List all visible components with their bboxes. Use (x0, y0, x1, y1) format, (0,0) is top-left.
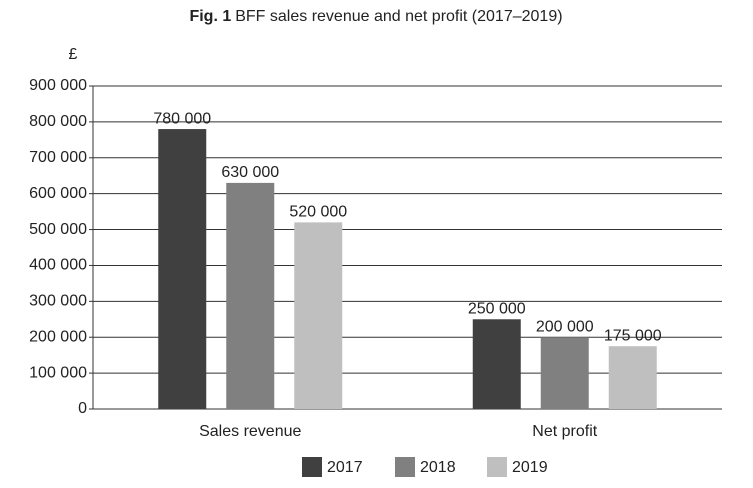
bar (540, 337, 589, 409)
x-tick-label: Sales revenue (199, 423, 301, 440)
legend-label: 2017 (327, 459, 363, 476)
bar (608, 346, 657, 409)
y-tick-label: 200 000 (29, 328, 87, 345)
y-tick-label: 800 000 (29, 113, 87, 130)
y-tick-label: 300 000 (29, 293, 87, 310)
bar (472, 319, 521, 409)
value-label: 175 000 (604, 327, 662, 344)
value-label: 520 000 (289, 204, 347, 221)
legend-swatch (395, 457, 415, 477)
chart-title: BFF sales revenue and net profit (2017–2… (235, 8, 562, 25)
chart-title-group: Fig. 1 BFF sales revenue and net profit (… (189, 8, 562, 25)
legend-label: 2019 (512, 459, 548, 476)
value-label: 780 000 (153, 110, 211, 127)
bar (294, 222, 343, 409)
x-tick-label: Net profit (532, 423, 597, 440)
chart-title-prefix: Fig. 1 (189, 8, 231, 25)
value-label: 630 000 (221, 164, 279, 181)
y-tick-label: 500 000 (29, 221, 87, 238)
legend-label: 2018 (420, 459, 456, 476)
y-tick-label: 600 000 (29, 185, 87, 202)
y-tick-label: 100 000 (29, 364, 87, 381)
value-label: 200 000 (536, 318, 594, 335)
bar (226, 182, 275, 409)
bar (158, 129, 207, 410)
legend-swatch (487, 457, 507, 477)
y-axis-label: £ (69, 46, 78, 63)
y-tick-label: 0 (78, 400, 87, 417)
legend-swatch (302, 457, 322, 477)
value-label: 250 000 (468, 300, 526, 317)
y-tick-label: 900 000 (29, 77, 87, 94)
y-tick-label: 400 000 (29, 257, 87, 274)
y-tick-label: 700 000 (29, 149, 87, 166)
